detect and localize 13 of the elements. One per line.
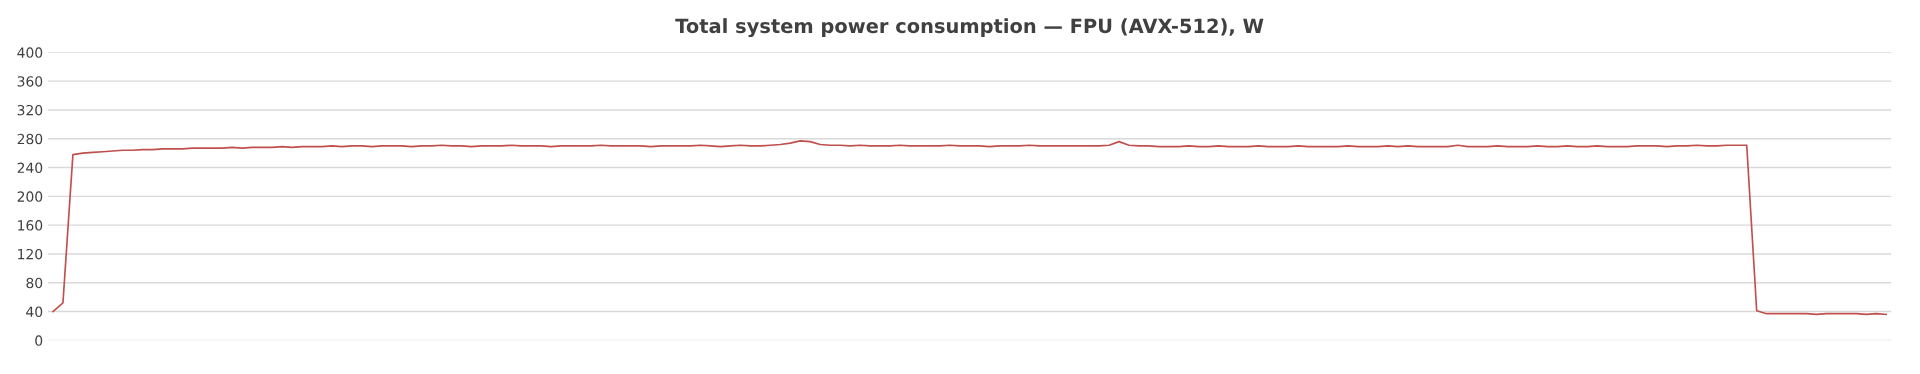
line-series bbox=[52, 140, 1888, 316]
y-tick-label: 160 bbox=[18, 220, 43, 231]
y-tick-label: 240 bbox=[17, 162, 43, 174]
y-tick-label: 40 bbox=[26, 306, 43, 318]
y-tick-label: 360 bbox=[17, 76, 43, 87]
y-tick-label: 400 bbox=[17, 47, 43, 58]
y-tick-label: 320 bbox=[17, 104, 43, 116]
y-tick-label: 200 bbox=[17, 191, 43, 202]
chart-title: Total system power consumption — FPU (AVX-512), W bbox=[675, 18, 1264, 38]
y-tick-label: 280 bbox=[17, 133, 43, 145]
y-tick-label: 0 bbox=[35, 335, 43, 346]
y-tick-label: 80 bbox=[26, 277, 43, 289]
y-tick-label: 120 bbox=[18, 248, 43, 260]
